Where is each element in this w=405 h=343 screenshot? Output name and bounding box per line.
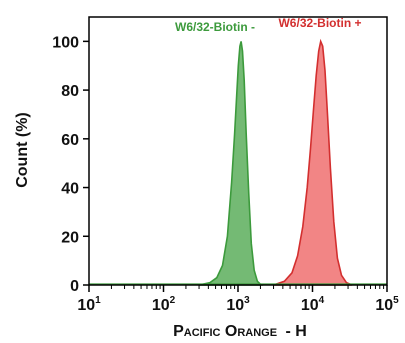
x-axis-title: Pacific Orange - H xyxy=(173,323,307,340)
legend-layer: W6/32-Biotin - W6/32-Biotin + xyxy=(175,16,362,34)
x-tick-label: 102 xyxy=(152,295,176,314)
y-tick-label: 40 xyxy=(61,181,79,198)
x-axis-ticks: 101 102 103 104 105 xyxy=(77,285,399,314)
y-tick-label: 0 xyxy=(70,278,79,295)
x-tick-label: 104 xyxy=(301,295,325,314)
y-axis-title: Count (%) xyxy=(14,112,31,188)
x-axis-title-suffix: - H xyxy=(286,323,307,340)
x-tick-label: 105 xyxy=(375,295,399,314)
y-tick-label: 80 xyxy=(61,83,79,100)
y-tick-label: 60 xyxy=(61,132,79,149)
x-axis-title-main: Pacific Orange xyxy=(173,323,277,340)
legend-label-1: W6/32-Biotin - xyxy=(175,20,255,34)
series-area-2 xyxy=(273,38,353,286)
y-tick-label: 20 xyxy=(61,229,79,246)
y-axis-ticks: 0 20 40 60 80 100 xyxy=(52,34,89,295)
x-tick-label: 103 xyxy=(226,295,250,314)
legend-label-2: W6/32-Biotin + xyxy=(278,16,361,30)
y-tick-label: 100 xyxy=(52,34,79,51)
series-layer xyxy=(89,38,387,286)
series-area-1 xyxy=(198,41,264,286)
x-tick-label: 101 xyxy=(77,295,101,314)
